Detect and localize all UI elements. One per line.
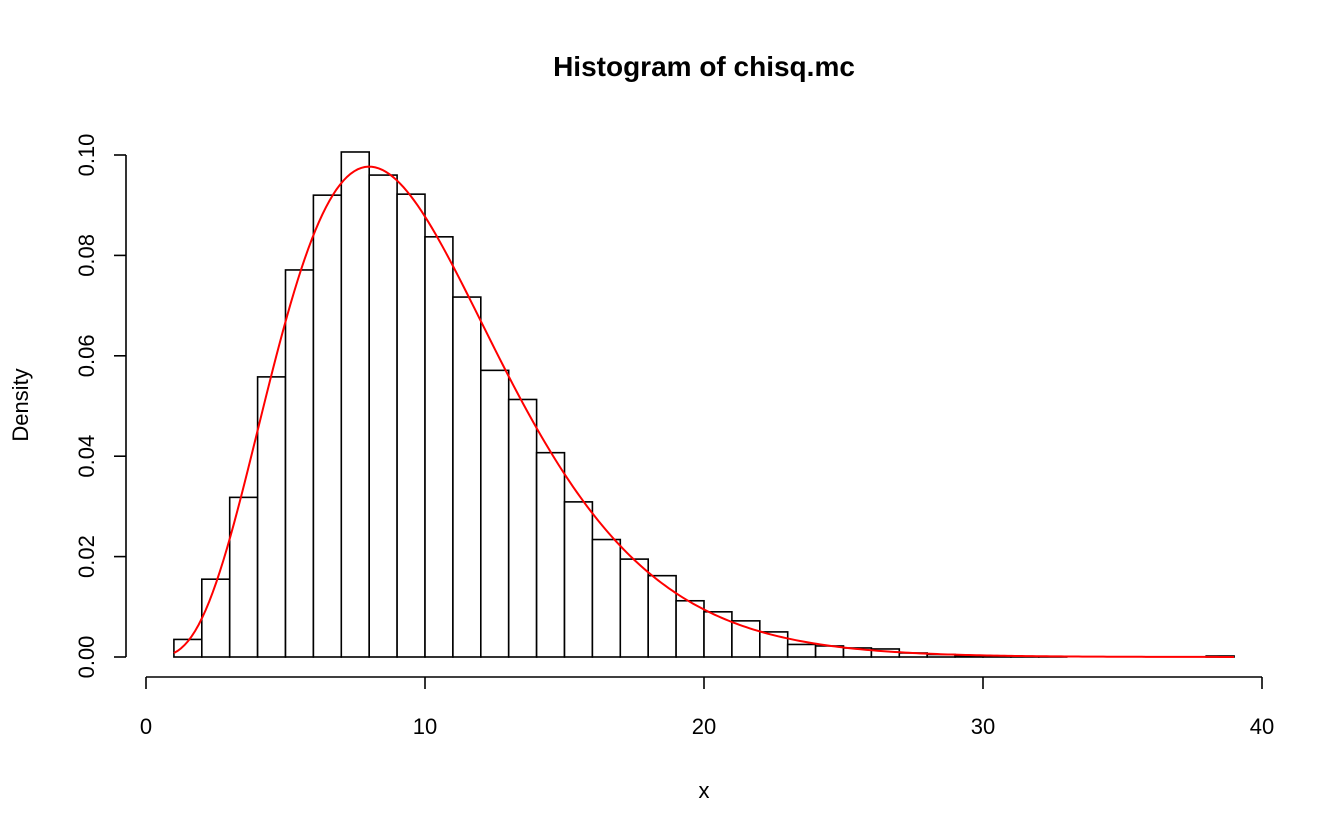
histogram-bar-13 <box>507 398 538 658</box>
y-tick-label: 0.02 <box>74 535 99 578</box>
histogram-bar-15 <box>563 501 594 658</box>
histogram-bar-7 <box>340 151 370 658</box>
histogram-bar-14 <box>535 451 566 658</box>
histogram-bar-19 <box>675 599 705 658</box>
y-tick-label: 0.00 <box>74 636 99 679</box>
histogram-bar-8 <box>368 174 398 658</box>
x-tick-label: 40 <box>1250 714 1274 739</box>
histogram-bar-11 <box>452 296 482 658</box>
histogram-bar-17 <box>619 558 649 658</box>
y-axis: 0.00 0.02 0.04 0.06 0.08 0.10 <box>74 134 127 679</box>
x-axis: 0 10 20 30 40 <box>140 676 1274 739</box>
histogram-bar-10 <box>424 236 454 658</box>
x-tick-label: 20 <box>692 714 716 739</box>
y-tick-label: 0.06 <box>74 334 99 377</box>
histogram-bar-5 <box>284 269 315 658</box>
histogram-bars <box>173 151 1235 658</box>
histogram-bar-20 <box>703 611 733 658</box>
histogram-bar-23 <box>786 643 817 658</box>
y-axis-label: Density <box>8 368 33 441</box>
density-curve <box>173 165 1235 658</box>
histogram-bar-4 <box>256 376 287 658</box>
chart-title: Histogram of chisq.mc <box>553 51 855 82</box>
histogram-bar-12 <box>479 369 510 658</box>
histogram-bar-6 <box>312 194 343 658</box>
y-tick-label: 0.10 <box>74 134 99 177</box>
histogram-bar-18 <box>647 574 677 658</box>
x-tick-label: 30 <box>971 714 995 739</box>
x-tick-label: 0 <box>140 714 152 739</box>
histogram-bar-16 <box>591 538 622 658</box>
y-tick-label: 0.08 <box>74 234 99 277</box>
x-tick-label: 10 <box>413 714 437 739</box>
histogram-bar-9 <box>396 193 426 658</box>
x-axis-label: x <box>699 778 710 803</box>
histogram-bar-2 <box>201 578 231 658</box>
y-tick-label: 0.04 <box>74 435 99 478</box>
